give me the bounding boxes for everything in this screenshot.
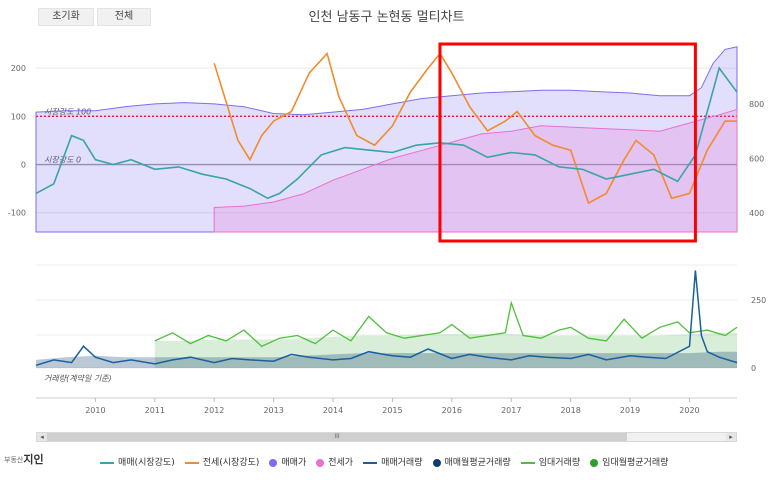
x-axis-tick: 2010 — [85, 406, 105, 415]
legend-item[interactable]: 임대거래량 — [520, 455, 581, 468]
all-range-button[interactable]: 전체 — [97, 8, 151, 26]
legend-label: 매매가 — [281, 458, 307, 468]
sale-strength-line — [35, 66, 738, 200]
x-axis-tick: 2018 — [560, 406, 580, 415]
x-axis-tick: 2017 — [501, 406, 521, 415]
legend-label: 매매월평균거래량 — [444, 458, 511, 468]
legend-swatch — [363, 461, 378, 464]
x-axis-tick: 2015 — [382, 406, 402, 415]
legend-item[interactable]: 매매가 — [269, 455, 306, 468]
right-axis-tick: 600 — [749, 154, 764, 163]
legend-item[interactable]: 전세(시장강도) — [184, 455, 260, 468]
sale-volume-line — [35, 270, 738, 367]
legend-label: 임대월평균거래량 — [602, 458, 669, 468]
legend-swatch — [184, 461, 199, 464]
legend-label: 매매거래량 — [381, 458, 423, 468]
left-axis-tick: 200 — [11, 64, 26, 73]
left-axis-tick: -100 — [8, 209, 26, 218]
chart-title: 인천 남동구 논현동 멀티차트 — [308, 10, 465, 25]
legend-label: 전세가 — [328, 458, 354, 468]
legend-swatch — [590, 458, 599, 467]
rent-volume-line — [154, 300, 738, 348]
x-axis-tick: 2020 — [679, 406, 699, 415]
x-axis-tick: 2019 — [620, 406, 640, 415]
legend-item[interactable]: 매매월평균거래량 — [432, 455, 511, 468]
legend-item[interactable]: 매매(시장강도) — [100, 455, 175, 468]
x-axis-tick: 2014 — [323, 406, 343, 415]
scroll-right-arrow-icon[interactable]: ▸ — [726, 433, 736, 441]
scroll-left-arrow-icon[interactable]: ◂ — [37, 433, 47, 441]
range-scrollbar[interactable]: ◂ III ▸ — [36, 432, 737, 442]
legend-label: 매매(시장강도) — [118, 458, 175, 468]
brand-logo: 부동산지인 — [4, 451, 44, 467]
right-axis-tick: 400 — [749, 209, 764, 218]
legend-swatch — [316, 458, 325, 467]
legend-label: 전세(시장강도) — [202, 458, 260, 468]
reset-button[interactable]: 초기화 — [38, 8, 94, 26]
legend-item[interactable]: 임대월평균거래량 — [590, 455, 668, 468]
x-axis-tick: 2016 — [442, 406, 462, 415]
rent-avg-volume-area — [154, 332, 738, 368]
right-axis-tick: 800 — [749, 100, 764, 109]
legend-item[interactable]: 매매거래량 — [363, 455, 423, 468]
brand-name: 지인 — [23, 453, 44, 466]
chart-legend: 매매(시장강도) 전세(시장강도) 매매가 전세가 매매거래량 매매월평균거래량 임대거래량… — [100, 455, 678, 469]
sale-price-area — [35, 46, 738, 233]
scroll-thumb[interactable]: III — [47, 433, 627, 441]
x-axis-tick: 2011 — [145, 406, 165, 415]
left-axis-tick: 100 — [11, 112, 26, 121]
sale-avg-volume-area — [36, 351, 737, 368]
volume-axis-tick: 0 — [751, 364, 756, 373]
volume-axis-label: 거래량(계약일 기준) — [44, 374, 112, 383]
highlight-rectangle — [438, 42, 697, 243]
legend-swatch — [432, 458, 441, 467]
jeonse-strength-line — [213, 51, 737, 205]
volume-axis-tick: 250 — [751, 296, 766, 305]
legend-swatch — [520, 461, 535, 464]
legend-item[interactable]: 전세가 — [316, 455, 353, 468]
x-axis-tick: 2012 — [204, 406, 224, 415]
left-axis-tick: 0 — [21, 161, 26, 170]
reference-line-label: 시장강도 100 — [44, 107, 91, 116]
jeonse-price-area — [213, 108, 738, 233]
x-axis-tick: 2013 — [263, 406, 283, 415]
legend-label: 임대거래량 — [538, 458, 581, 468]
legend-swatch — [269, 458, 278, 467]
legend-swatch — [100, 461, 114, 464]
brand-prefix: 부동산 — [4, 456, 24, 464]
